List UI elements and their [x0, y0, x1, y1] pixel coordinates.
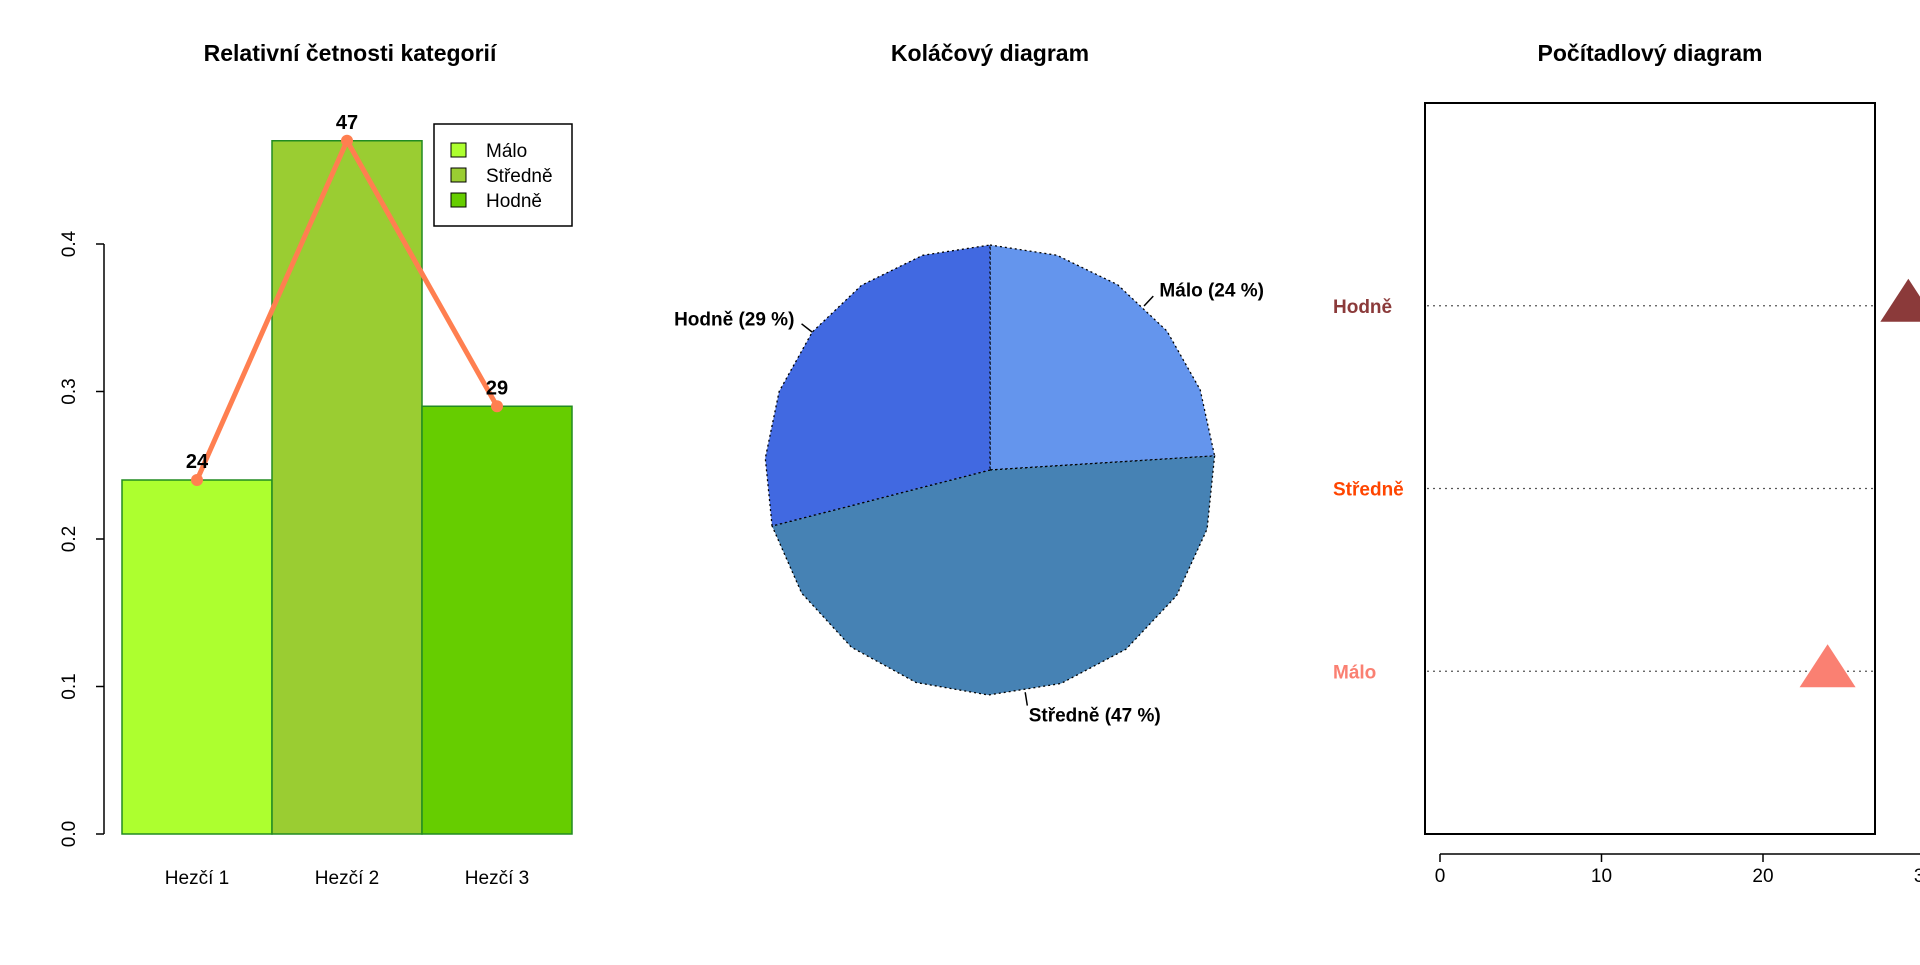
category-label: Hezčí 1 [165, 868, 229, 889]
data-label: 47 [336, 112, 358, 134]
dot-chart-rows: Málo Středně Hodně [1333, 278, 1920, 688]
bar-chart-bars [121, 140, 573, 835]
legend-swatch [450, 192, 467, 208]
pie-chart-panel: Koláčový diagram Málo (24 %) Středně (47 … [674, 40, 1264, 726]
bar-chart-legend: Málo Středně Hodně [433, 123, 573, 227]
legend-swatch [450, 142, 467, 158]
legend-swatch [450, 167, 467, 183]
x-tick-label: 0 [1435, 866, 1446, 887]
y-tick-label: 0.0 [59, 821, 80, 847]
dot-row-label: Málo [1333, 662, 1376, 683]
pie-label-leader [801, 323, 813, 333]
bar-chart-panel: Relativní četnosti kategorií 0.00.10.20.… [59, 40, 573, 889]
x-tick-label: 10 [1591, 866, 1612, 887]
bar [421, 405, 573, 835]
bar-chart-title: Relativní četnosti kategorií [204, 40, 498, 66]
y-tick-label: 0.3 [59, 378, 80, 404]
pie-slice [989, 244, 1216, 471]
dot-marker-triangle [1799, 644, 1856, 688]
dot-chart-title: Počítadlový diagram [1538, 40, 1763, 66]
bar-chart-category-labels: Hezčí 1 Hezčí 2 Hezčí 3 [165, 868, 529, 889]
pie-chart-labels: Málo (24 %) Středně (47 %) Hodně (29 %) [674, 281, 1264, 727]
dot-chart-x-axis: 01020304050 [1435, 853, 1920, 887]
legend-label: Málo [486, 141, 527, 162]
bar [121, 479, 273, 835]
pie-slice [764, 244, 991, 527]
dot-row-label: Středně [1333, 480, 1404, 501]
pie-slice-label: Středně (47 %) [1029, 705, 1161, 726]
pie-slice-label: Málo (24 %) [1159, 281, 1264, 302]
dot-chart-plot-frame [1424, 102, 1876, 835]
data-label: 29 [486, 377, 508, 399]
pie-chart-title: Koláčový diagram [891, 40, 1089, 66]
legend-label: Hodně [486, 191, 542, 212]
category-label: Hezčí 3 [465, 868, 529, 889]
dot-marker-triangle [1880, 278, 1920, 322]
pie-label-leader [1024, 692, 1029, 706]
dot-row-label: Hodně [1333, 297, 1392, 318]
y-tick-label: 0.1 [59, 673, 80, 699]
y-tick-label: 0.4 [59, 230, 80, 257]
x-tick-label: 30 [1914, 866, 1920, 887]
pie-slice [771, 455, 1216, 696]
pie-slice-label: Hodně (29 %) [674, 309, 794, 330]
data-label: 24 [186, 451, 209, 473]
trend-point [491, 400, 503, 413]
trend-point [341, 134, 353, 147]
y-tick-label: 0.2 [59, 526, 80, 552]
bar [271, 140, 423, 835]
pie-chart-slices [764, 244, 1216, 696]
pie-label-leader [1143, 295, 1154, 307]
category-label: Hezčí 2 [315, 868, 379, 889]
x-tick-label: 20 [1752, 866, 1773, 887]
legend-label: Středně [486, 166, 553, 187]
trend-point [191, 474, 203, 486]
dot-chart-panel: Počítadlový diagram Málo Středně Hodně 0 10… [1333, 40, 1920, 887]
bar-chart-y-axis: 0.0 0.1 0.2 0.3 0.4 [59, 230, 105, 847]
bar-chart-trend-line: 24 47 29 [186, 112, 508, 486]
